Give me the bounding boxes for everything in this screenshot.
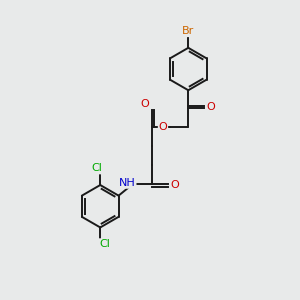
Text: O: O xyxy=(207,102,216,112)
Text: NH: NH xyxy=(119,178,136,188)
Text: O: O xyxy=(159,122,167,132)
Text: O: O xyxy=(170,180,179,190)
Text: O: O xyxy=(140,99,149,109)
Text: Cl: Cl xyxy=(92,163,103,173)
Text: Cl: Cl xyxy=(99,239,110,249)
Text: Br: Br xyxy=(182,26,194,36)
